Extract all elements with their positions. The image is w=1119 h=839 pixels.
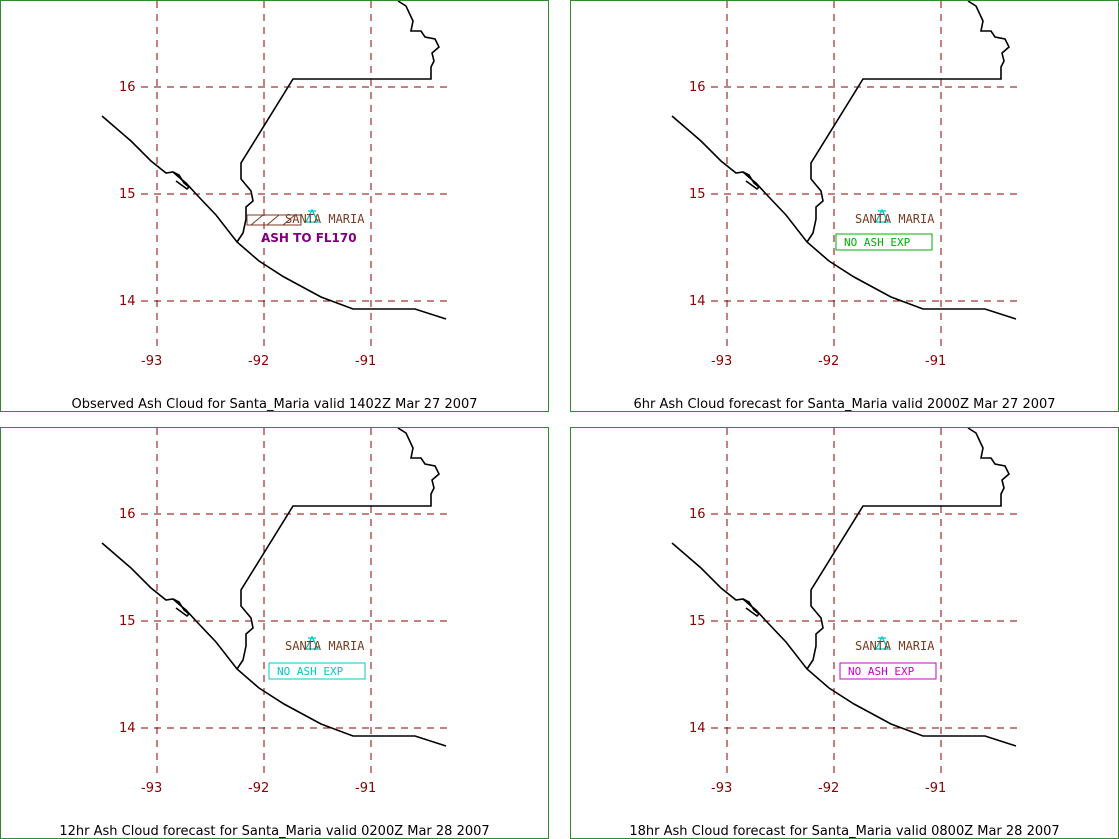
volcano-label: SANTA MARIA	[855, 639, 935, 653]
coastline-segment	[806, 1, 1010, 243]
volcano-label: SANTA MARIA	[285, 212, 365, 226]
lat-lon-grid	[711, 428, 1017, 773]
panel-caption: Observed Ash Cloud for Santa_Maria valid…	[71, 397, 478, 412]
lon-label-91: -91	[355, 781, 376, 796]
lon-label-93: -93	[141, 354, 162, 369]
volcano-triangle	[304, 635, 320, 650]
coastline-segment	[101, 542, 447, 747]
lon-label-92: -92	[818, 781, 839, 796]
lat-label-16: 16	[119, 507, 136, 522]
lat-label-14: 14	[119, 721, 136, 736]
coastline	[671, 1, 1017, 320]
no-ash-box	[268, 662, 366, 680]
grid-labels: 16 15 14 -93 -92 -91	[119, 507, 376, 796]
lon-label-91: -91	[925, 354, 946, 369]
coastline	[671, 428, 1017, 747]
no-ash-label: NO ASH EXP	[844, 236, 911, 249]
no-ash-label: NO ASH EXP	[277, 665, 344, 678]
volcano-icon	[874, 208, 890, 223]
coastline-segment	[172, 598, 191, 618]
lat-label-14: 14	[689, 294, 706, 309]
panel-caption: 12hr Ash Cloud forecast for Santa_Maria …	[59, 824, 490, 839]
lat-label-15: 15	[119, 187, 136, 202]
coastline-segment	[236, 428, 440, 670]
volcano-triangle	[874, 208, 890, 223]
lon-label-91: -91	[925, 781, 946, 796]
map-panel-12hr: 16 15 14 -93 -92 -91 SANTA MARIA NO ASH …	[0, 427, 549, 839]
no-ash-label: NO ASH EXP	[848, 665, 915, 678]
coastline-segment	[671, 542, 1017, 747]
map-canvas: 16 15 14 -93 -92 -91 SANTA MARIA ASH TO …	[101, 1, 447, 369]
coastline-segment	[742, 598, 761, 618]
coastline-segment	[101, 115, 447, 320]
coastline-segment	[806, 428, 1010, 670]
lon-label-91: -91	[355, 354, 376, 369]
map-panel-18hr: 16 15 14 -93 -92 -91 SANTA MARIA NO ASH …	[570, 427, 1119, 839]
volcano-icon	[304, 208, 320, 223]
ash-cloud-polygon	[246, 214, 302, 226]
lat-label-14: 14	[119, 294, 136, 309]
coastline-segment	[742, 171, 761, 191]
grid-labels: 16 15 14 -93 -92 -91	[689, 507, 946, 796]
lat-lon-grid	[141, 428, 447, 773]
grid-labels: 16 15 14 -93 -92 -91	[119, 80, 376, 369]
lat-label-16: 16	[689, 80, 706, 95]
lon-label-93: -93	[711, 354, 732, 369]
volcano-icon	[304, 635, 320, 650]
lat-lon-grid	[141, 1, 447, 346]
coastline-segment	[172, 171, 191, 191]
lat-label-16: 16	[689, 507, 706, 522]
no-ash-box	[839, 662, 937, 680]
volcano-triangle	[304, 208, 320, 223]
ash-height-label: ASH TO FL170	[261, 231, 357, 245]
coastline	[101, 1, 447, 320]
lon-label-93: -93	[711, 781, 732, 796]
volcano-label: SANTA MARIA	[285, 639, 365, 653]
panel-caption: 18hr Ash Cloud forecast for Santa_Maria …	[629, 824, 1060, 839]
panel-caption: 6hr Ash Cloud forecast for Santa_Maria v…	[633, 397, 1056, 412]
volcano-icon	[874, 635, 890, 650]
lon-label-92: -92	[248, 354, 269, 369]
map-canvas: 16 15 14 -93 -92 -91 SANTA MARIA NO ASH …	[671, 428, 1017, 796]
map-canvas: 16 15 14 -93 -92 -91 SANTA MARIA NO ASH …	[671, 1, 1017, 369]
lon-label-93: -93	[141, 781, 162, 796]
lon-label-92: -92	[248, 781, 269, 796]
map-canvas: 16 15 14 -93 -92 -91 SANTA MARIA NO ASH …	[101, 428, 447, 796]
grid-labels: 16 15 14 -93 -92 -91	[689, 80, 946, 369]
coastline-segment	[671, 115, 1017, 320]
lon-label-92: -92	[818, 354, 839, 369]
coastline	[101, 428, 447, 747]
no-ash-box	[835, 233, 933, 251]
volcano-triangle	[874, 635, 890, 650]
coastline-segment	[236, 1, 440, 243]
lat-label-15: 15	[689, 187, 706, 202]
lat-label-15: 15	[689, 614, 706, 629]
map-panel-observed: 16 15 14 -93 -92 -91 SANTA MARIA ASH TO …	[0, 0, 549, 412]
lat-lon-grid	[711, 1, 1017, 346]
lat-label-14: 14	[689, 721, 706, 736]
map-panel-6hr: 16 15 14 -93 -92 -91 SANTA MARIA NO ASH …	[570, 0, 1119, 412]
volcano-label: SANTA MARIA	[855, 212, 935, 226]
lat-label-16: 16	[119, 80, 136, 95]
lat-label-15: 15	[119, 614, 136, 629]
